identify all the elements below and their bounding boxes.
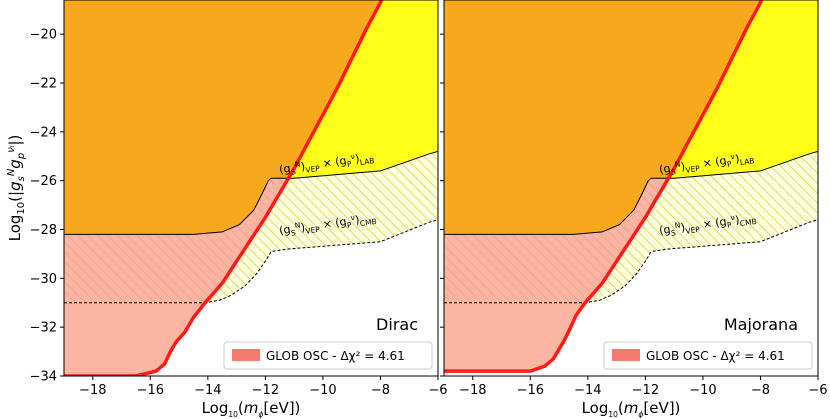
y-tick-label: −24 <box>30 125 57 140</box>
legend: GLOB OSC - Δχ² = 4.61 <box>223 341 433 370</box>
dirac-panel: −18 −16 −14 −12 −10 −8 −6 −20 −22 −24 −26 −28 −30 −32… <box>30 0 448 419</box>
y-axis-label: Log10(|gsNgpνₗ|) <box>6 135 27 242</box>
x-tick-label: −8 <box>751 383 770 398</box>
osc-orange-region <box>64 0 390 235</box>
x-tick-label: −10 <box>689 383 716 398</box>
x-tick-label: −18 <box>459 383 486 398</box>
cmb-annotation: (gSN)VEP × (gPν)CMB <box>658 210 757 239</box>
y-tick-label: −20 <box>30 28 57 43</box>
x-tick-label: −16 <box>517 383 544 398</box>
plot-frame <box>443 0 819 377</box>
legend-patch <box>232 349 260 361</box>
x-axis-label: Log10(mϕ[eV]) <box>582 399 681 419</box>
y-tick-label: −30 <box>30 272 57 287</box>
y-tick-label: −34 <box>30 370 57 385</box>
x-axis-label: Log10(mϕ[eV]) <box>202 399 301 419</box>
cmb-annotation: (gSN)VEP × (gPν)CMB <box>278 210 377 239</box>
x-tick-label: −12 <box>632 383 659 398</box>
legend-patch <box>612 349 640 361</box>
lab-curve <box>444 150 818 235</box>
x-tick-label: −6 <box>428 383 447 398</box>
x-tick-label: −18 <box>79 383 106 398</box>
x-tick-label: −6 <box>808 383 827 398</box>
osc-curve <box>444 0 764 373</box>
legend-label: GLOB OSC - Δχ² = 4.61 <box>646 349 785 363</box>
x-tick-label: −16 <box>137 383 164 398</box>
cmb-curve <box>444 219 818 304</box>
y-tick-label: −32 <box>30 321 57 336</box>
lab-curve <box>64 150 438 235</box>
panel-label: Majorana <box>724 315 798 334</box>
osc-curve <box>64 0 384 376</box>
legend-box <box>603 341 813 370</box>
lab-annotation: (gSN)VEP × (gPν)LAB <box>278 149 375 178</box>
osc-orange-region <box>444 0 770 235</box>
x-tick-label: −8 <box>371 383 390 398</box>
cmb-curve <box>64 219 438 304</box>
legend-box <box>223 341 433 370</box>
plot-frame <box>63 0 439 377</box>
majorana-panel: −18 −16 −14 −12 −10 −8 −6 Log10(mϕ[eV]) (gSN)VEP… <box>440 0 828 419</box>
lab-annotation: (gSN)VEP × (gPν)LAB <box>658 149 755 178</box>
y-tick-label: −28 <box>30 223 57 238</box>
x-tick-label: −10 <box>309 383 336 398</box>
legend: GLOB OSC - Δχ² = 4.61 <box>603 341 813 370</box>
legend-label: GLOB OSC - Δχ² = 4.61 <box>266 349 405 363</box>
y-tick-label: −26 <box>30 174 57 189</box>
y-tick-label: −22 <box>30 77 57 92</box>
x-tick-label: −12 <box>252 383 279 398</box>
x-tick-label: −14 <box>574 383 601 398</box>
x-tick-label: −14 <box>194 383 221 398</box>
panel-label: Dirac <box>376 315 418 334</box>
